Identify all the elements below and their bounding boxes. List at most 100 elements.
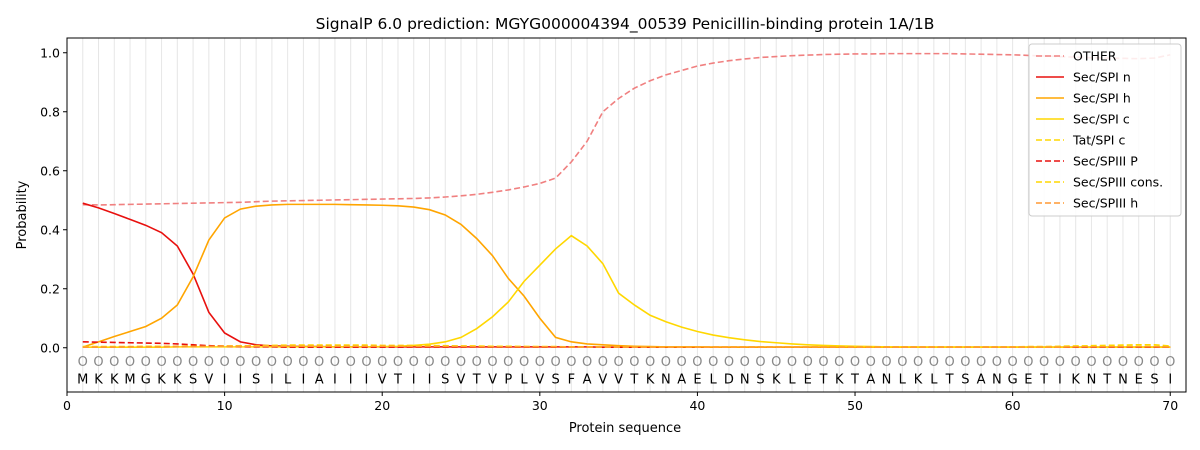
sequence-residue: V [378,373,387,388]
region-marker: O [156,355,166,370]
sequence-residue: S [551,373,559,388]
sequence-residue: N [882,373,892,388]
sequence-residue: I [223,373,227,388]
sequence-residue: M [124,373,135,388]
sequence-residue: E [804,373,812,388]
sequence-residue: N [1118,373,1128,388]
region-marker: O [803,355,813,370]
sequence-residue: G [1008,373,1018,388]
y-tick-label: 0.8 [40,104,60,119]
sequence-residue: S [252,373,260,388]
series-lines [82,52,1171,348]
sequence-residue: K [914,373,923,388]
region-marker: O [1039,355,1049,370]
region-marker: O [755,355,765,370]
region-marker: O [645,355,655,370]
sequence-residue: E [693,373,701,388]
x-tick-label: 50 [847,398,863,413]
legend-label: Sec/SPI h [1073,91,1131,106]
sequence-residue: K [835,373,844,388]
region-marker: O [598,355,608,370]
sequence-residue: V [614,373,623,388]
region-marker: O [314,355,324,370]
x-axis-label: Protein sequence [569,421,681,436]
series-line [82,234,1171,348]
region-marker: O [1102,355,1112,370]
region-marker: O [929,355,939,370]
sequence-residue: F [568,373,575,388]
sequence-residue: T [629,373,638,388]
region-marker: O [614,355,624,370]
sequence-residue: T [850,373,859,388]
region-marker: O [866,355,876,370]
region-marker: O [1118,355,1128,370]
sequence-residue: I [333,373,337,388]
x-tick-label: 30 [532,398,548,413]
region-marker: O [724,355,734,370]
region-marker: O [818,355,828,370]
region-marker: O [787,355,797,370]
x-tick-label: 70 [1162,398,1178,413]
sequence-residue: I [301,373,305,388]
region-marker: O [440,355,450,370]
legend-label: Sec/SPIII cons. [1073,175,1163,190]
region-marker: O [141,355,151,370]
legend-box [1028,43,1182,217]
region-marker: O [771,355,781,370]
series-line [82,202,1171,348]
chart-title: SignalP 6.0 prediction: MGYG000004394_00… [316,15,935,34]
region-marker: O [629,355,639,370]
region-marker: O [550,355,560,370]
sequence-residue: T [472,373,481,388]
region-marker: O [251,355,261,370]
region-marker: O [204,355,214,370]
x-tick-label: 40 [689,398,705,413]
sequence-residue: A [583,373,592,388]
region-marker: O [944,355,954,370]
x-tick-label: 0 [63,398,71,413]
region-marker: O [1071,355,1081,370]
region-marker: O [361,355,371,370]
region-marker: O [330,355,340,370]
sequence-residue: K [94,373,103,388]
sequence-residue: K [173,373,182,388]
region-marker: O [487,355,497,370]
sequence-residue: I [412,373,416,388]
sequence-residue: G [141,373,151,388]
region-marker: O [692,355,702,370]
region-marker: O [913,355,923,370]
region-marker: O [1008,355,1018,370]
sequence-residue: E [1024,373,1032,388]
sequence-residue: N [1087,373,1097,388]
region-marker: O [267,355,277,370]
sequence-residue: A [677,373,686,388]
region-marker: O [503,355,513,370]
region-marker: O [1165,355,1175,370]
region-marker: O [109,355,119,370]
x-tick-label: 60 [1005,398,1021,413]
region-marker: O [834,355,844,370]
region-marker: O [661,355,671,370]
y-tick-label: 0.0 [40,340,60,355]
region-marker: O [960,355,970,370]
legend-label: Sec/SPIII P [1073,154,1138,169]
region-marker: O [1055,355,1065,370]
sequence-residue: S [756,373,764,388]
sequence-residue: V [598,373,607,388]
region-marker: O [409,355,419,370]
sequence-residue: S [189,373,197,388]
sequence-residue: I [270,373,274,388]
x-tick-label: 10 [217,398,233,413]
sequence-residue: V [457,373,466,388]
region-marker: O [298,355,308,370]
region-marker: O [881,355,891,370]
region-marker: O [346,355,356,370]
residue-grid [82,38,1171,392]
sequence-residue: L [284,373,292,388]
region-marker: O [188,355,198,370]
legend-label: Sec/SPI n [1073,70,1131,85]
region-marker: O [125,355,135,370]
